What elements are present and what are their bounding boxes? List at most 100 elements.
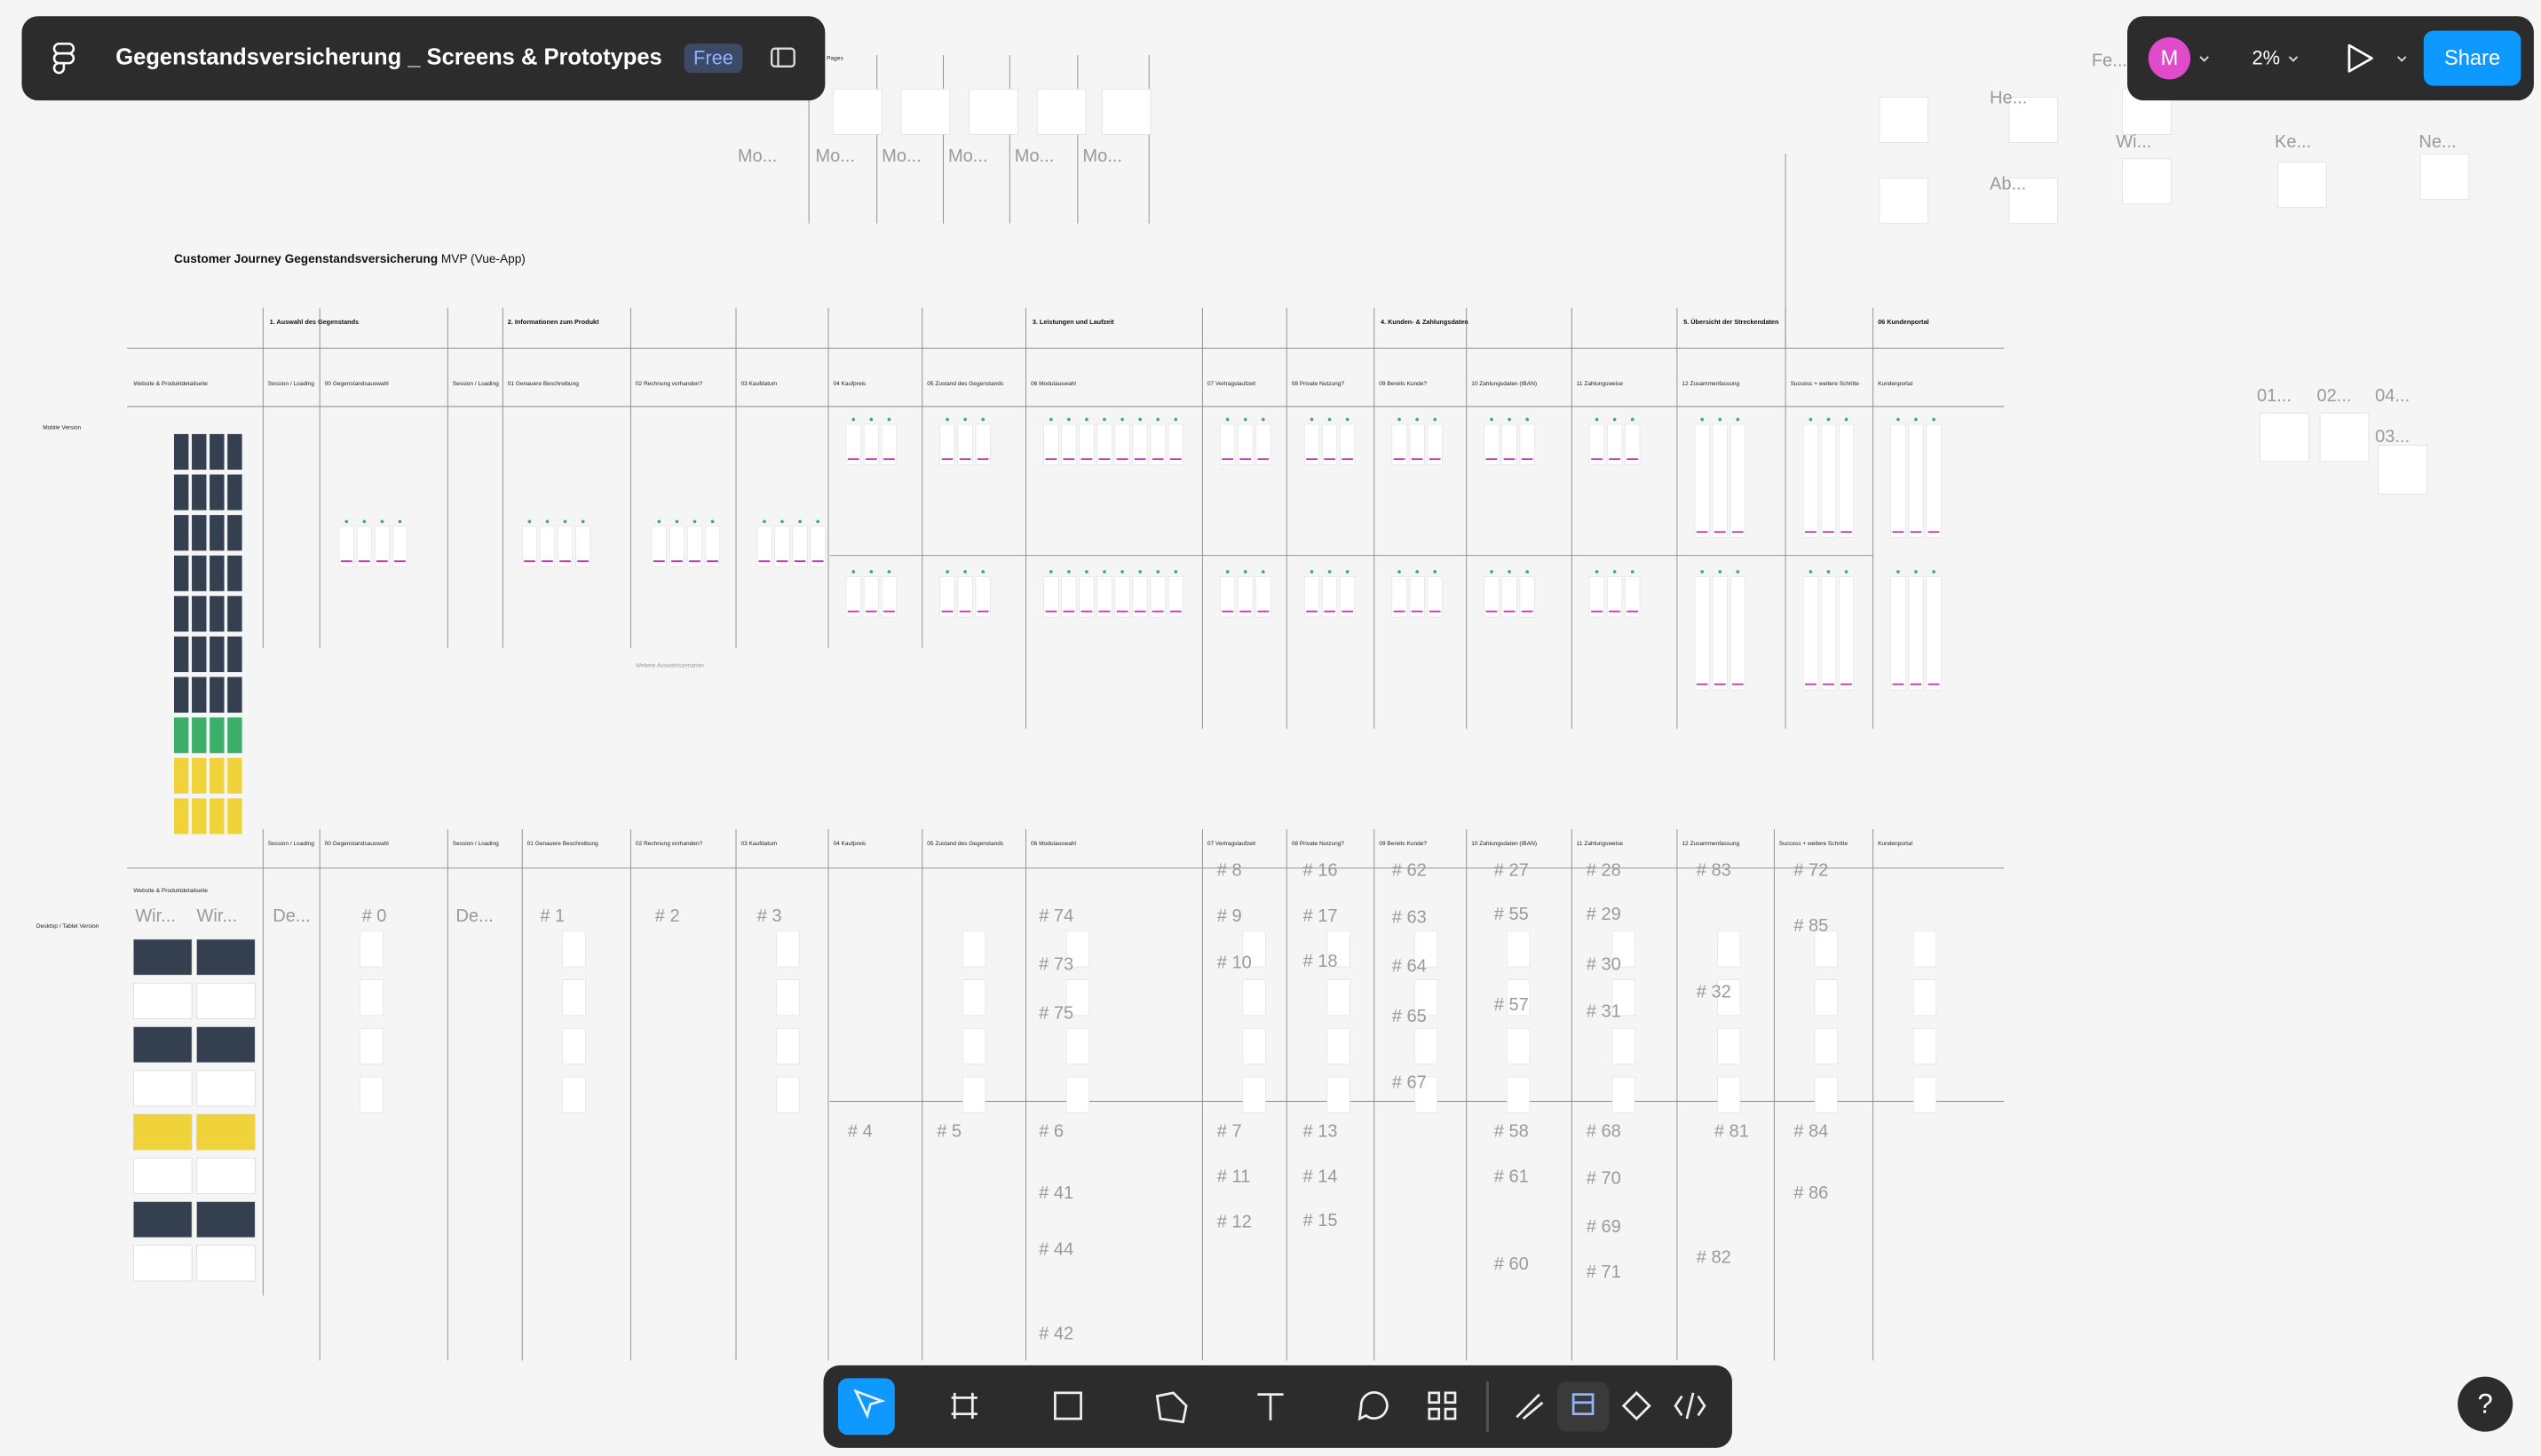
thumb-dot [1345,570,1350,574]
help-button[interactable]: ? [2478,1389,2493,1420]
column-header: 09 Bereits Kunde? [1379,841,1427,847]
frame-label: # 9 [1217,906,1242,926]
frame-label: # 28 [1587,861,1621,881]
avatar[interactable] [2148,36,2191,80]
frame-label: # 3 [757,906,782,926]
frame-label: # 16 [1302,861,1337,881]
thumb-accent [1239,458,1252,461]
frame-label: He... [1990,89,2027,108]
chevron[interactable] [2397,56,2407,62]
screen-thumb [1391,576,1407,618]
thumb-accent [883,458,895,461]
thumb-accent [1393,458,1405,461]
thumb-dot [1826,570,1831,574]
thumb-accent [1805,531,1817,534]
screen-thumb [881,576,897,618]
thumb-accent [959,610,971,613]
extra-label: Weitere Auswahlszenarien [636,663,704,669]
screen-thumb [192,677,207,713]
thumb-accent [1257,610,1270,613]
column-header: Session / Loading [453,381,499,387]
screen-thumb [1501,423,1517,465]
column-header: Success + weitere Schritte [1779,841,1848,847]
pen-tool[interactable] [1155,1391,1188,1424]
screen-thumb [1322,423,1338,465]
zoom-level[interactable]: 2% [2252,46,2280,68]
comment-tool[interactable] [1358,1391,1389,1421]
actions-tool[interactable] [1428,1391,1457,1420]
sidebar-toggle[interactable] [770,47,796,67]
thumb-accent [577,560,589,563]
text-tool[interactable] [1257,1393,1284,1420]
screen-thumb [1820,423,1836,538]
screen-thumb [227,636,242,673]
move-tool[interactable] [853,1389,886,1420]
thumb-dot [1718,417,1722,422]
screen-thumb [1802,423,1818,538]
thumb-dot [1809,417,1813,422]
column-header: 02 Rechnung vorhanden? [636,841,703,847]
screen-thumb [210,433,225,471]
thumb-accent [1342,610,1354,613]
column-header: 01 Genauere Beschreibung [508,381,579,387]
chevron[interactable] [2288,56,2299,62]
chevron[interactable] [2199,56,2209,62]
screen-thumb [1501,576,1517,618]
plan-badge[interactable]: Free [693,46,733,68]
thumb-dot [1120,570,1124,574]
screen-thumb [173,515,189,551]
screen-thumb [133,1245,193,1282]
screen-thumb [192,433,207,471]
shape-tool[interactable] [1054,1391,1082,1420]
file-title[interactable]: Gegenstandsversicherung _ Screens & Prot… [115,44,661,69]
share-button-bg [2423,30,2521,86]
screen-thumb [975,576,991,618]
dev-mode[interactable] [1674,1392,1706,1420]
thumb-accent [1306,610,1318,613]
frame-label: De... [273,906,310,926]
screen-thumb [2122,158,2172,205]
thumb-dot [1630,570,1635,574]
design-mode[interactable] [1571,1393,1595,1415]
figma-logo[interactable] [52,42,75,75]
screen-thumb [2277,162,2327,208]
screen-thumb [1255,576,1271,618]
thumb-dot [1138,417,1142,422]
screen-thumb [1589,576,1605,618]
frame-label: # 42 [1039,1324,1073,1343]
thumb-dot [1103,570,1106,574]
thumb-accent [1098,610,1111,613]
thumb-dot [1896,417,1900,422]
frame-label: # 71 [1587,1262,1621,1282]
column-header: Kundenportal [1878,381,1912,387]
share-button[interactable]: Share [2444,47,2500,70]
thumb-dot [1844,570,1848,574]
column-header: 11 Zahlungsweise [1577,381,1624,387]
draw-tool[interactable] [1516,1393,1544,1420]
thumb-dot [1243,570,1247,574]
thumb-accent [776,560,788,563]
frame-label: # 55 [1494,905,1529,924]
thumb-accent [1521,610,1533,613]
frame-tool[interactable] [951,1392,978,1420]
thumb-dot [1932,570,1935,574]
screen-thumb [196,938,256,976]
thumb-accent [1928,683,1940,685]
screen-thumb [1414,930,1438,968]
screen-thumb [173,717,189,754]
screen-thumb [1150,423,1166,465]
screen-thumb [1611,1028,1635,1064]
prototype-mode[interactable] [1621,1390,1651,1420]
thumb-accent [1134,458,1146,461]
screen-thumb [1114,423,1130,465]
screen-thumb [210,798,225,835]
screen-thumb [1065,1028,1089,1064]
journey-subtitle: MVP (Vue-App) [441,251,526,265]
frame-label: # 44 [1039,1240,1073,1260]
screen-thumb [192,596,207,632]
thumb-accent [1134,610,1146,613]
present-button[interactable] [2347,44,2373,73]
screen-thumb [1168,423,1183,465]
tool-bar-bg [823,1365,1732,1448]
